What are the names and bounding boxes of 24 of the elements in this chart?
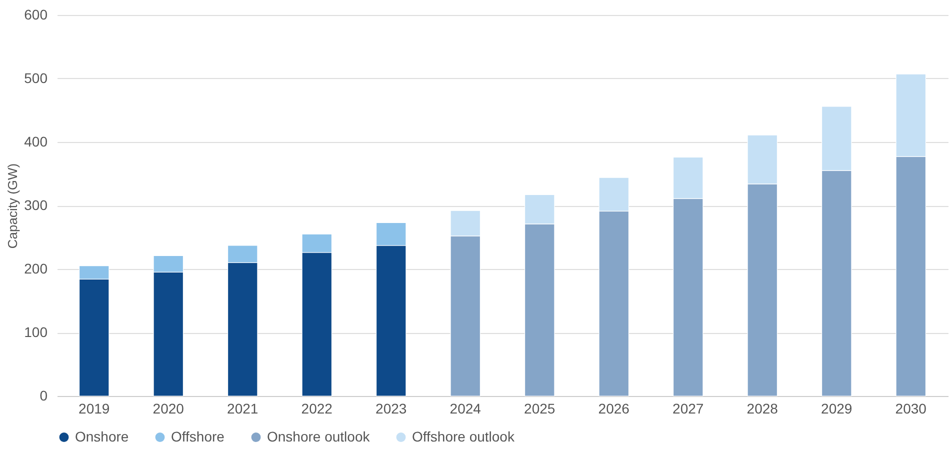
legend-label: Offshore: [171, 428, 225, 444]
y-tick-label: 100: [24, 324, 48, 340]
legend-label: Offshore outlook: [412, 428, 516, 444]
x-tick-label: 2027: [672, 400, 704, 416]
x-tick-label: 2023: [376, 400, 407, 416]
x-tick-label: 2021: [227, 400, 258, 416]
y-tick-label: 500: [24, 70, 48, 86]
legend-label: Onshore outlook: [267, 428, 371, 444]
y-tick-label: 0: [40, 388, 48, 404]
x-tick-label: 2020: [152, 400, 184, 416]
x-tick-label: 2022: [301, 400, 333, 416]
x-tick-label: 2030: [895, 400, 927, 416]
y-tick-label: 300: [24, 197, 48, 213]
y-axis-title: Capacity (GW): [5, 163, 20, 249]
y-tick-label: 400: [24, 134, 48, 150]
legend-label: Onshore: [75, 428, 129, 444]
x-tick-label: 2019: [78, 400, 110, 416]
y-tick-label: 200: [24, 260, 48, 276]
x-tick-label: 2026: [598, 400, 630, 416]
x-tick-label: 2029: [821, 400, 852, 416]
x-tick-label: 2024: [450, 400, 482, 416]
x-tick-label: 2028: [746, 400, 778, 416]
x-tick-label: 2025: [524, 400, 556, 416]
y-tick-label: 600: [24, 6, 48, 22]
